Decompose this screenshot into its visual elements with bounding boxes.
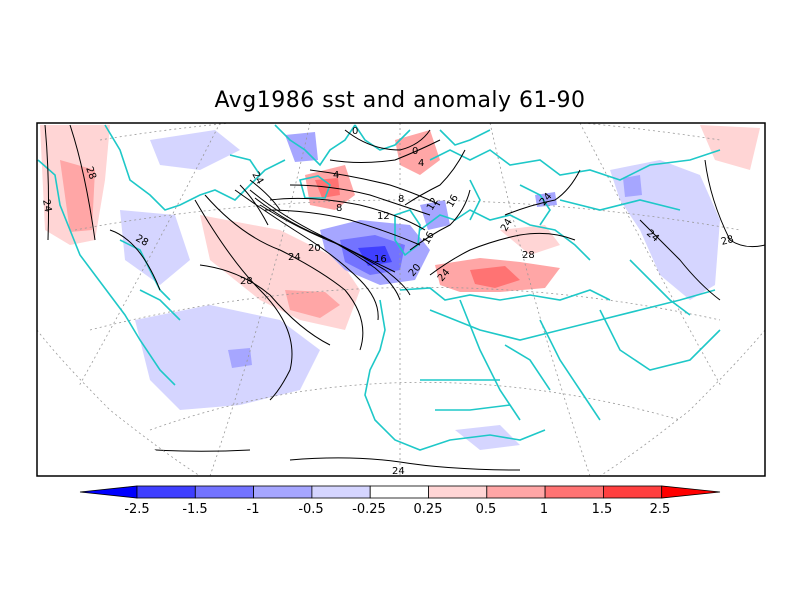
contour-label: 20 — [308, 243, 321, 254]
colorbar-tick-labels: -2.5 -1.5 -1 -0.5 -0.25 0.25 0.5 1 1.5 2… — [124, 502, 670, 517]
colorbar-box — [253, 485, 313, 499]
colorbar-tick-label: -2.5 — [124, 502, 149, 517]
contour-label: 16 — [374, 254, 387, 265]
colorbar-boxes — [79, 485, 721, 499]
map-frame — [36, 122, 766, 477]
contour-label: 24 — [40, 199, 53, 213]
colorbar-box — [603, 485, 663, 499]
colorbar-tick-label: -1 — [247, 502, 260, 517]
contour-label: 8 — [398, 194, 404, 205]
projection-edge — [36, 329, 766, 477]
anomaly-negative-area — [135, 305, 320, 410]
contour-label: 28 — [240, 276, 253, 287]
colorbar-tick-label: 0.25 — [414, 502, 443, 517]
projection-mask — [600, 330, 765, 476]
colorbar-arrow-low — [79, 485, 138, 499]
anomaly-negative-area — [150, 130, 240, 170]
plot-title: Avg1986 sst and anomaly 61-90 — [214, 88, 586, 113]
colorbar-tick-label: 0.5 — [476, 502, 497, 517]
contour-label: 8 — [336, 203, 342, 214]
anomaly-positive-area — [60, 160, 95, 232]
map-content: 24 28 28 28 24 20 16 12 8 4 0 0 4 8 12 1… — [37, 123, 765, 477]
anomaly-shading — [40, 125, 760, 450]
colorbar-box — [369, 485, 429, 499]
colorbar-box — [311, 485, 371, 499]
anomaly-positive-area — [500, 225, 560, 255]
colorbar-tick-label: 1.5 — [592, 502, 613, 517]
contour-label: 24 — [288, 252, 301, 263]
contour-label: 28 — [83, 165, 98, 181]
anomaly-positive-area — [395, 130, 440, 175]
colorbar-box — [136, 485, 196, 499]
colorbar-tick-label: -1.5 — [182, 502, 207, 517]
contour-label: 4 — [333, 170, 339, 181]
anomaly-negative-area — [420, 200, 450, 230]
anomaly-negative-area — [623, 175, 642, 197]
colorbar-box — [428, 485, 488, 499]
anomaly-positive-area — [700, 125, 760, 170]
contour-label: 28 — [522, 250, 535, 261]
contour-label: 0 — [412, 146, 418, 157]
anomaly-positive-area — [470, 266, 520, 288]
anomaly-negative-area — [228, 348, 252, 368]
anomaly-negative-area — [455, 425, 520, 450]
contour-label: 12 — [377, 211, 390, 222]
anomaly-positive-area — [285, 290, 340, 318]
colorbar-box — [544, 485, 604, 499]
contour-label: 28 — [720, 234, 735, 248]
colorbar-tick-label: -0.5 — [298, 502, 323, 517]
colorbar-arrow-high — [661, 485, 721, 499]
anomaly-negative-area — [358, 246, 392, 266]
colorbar-box — [194, 485, 255, 499]
colorbar-tick-label: 2.5 — [650, 502, 671, 517]
colorbar-tick-label: 1 — [540, 502, 548, 517]
contour-label: 24 — [392, 466, 405, 477]
contour-label: 0 — [352, 126, 358, 137]
colorbar-box — [486, 485, 546, 499]
colorbar-tick-label: -0.25 — [352, 502, 386, 517]
anomaly-positive-area — [315, 178, 340, 198]
projection-mask — [37, 330, 200, 476]
contour-label: 4 — [418, 158, 424, 169]
